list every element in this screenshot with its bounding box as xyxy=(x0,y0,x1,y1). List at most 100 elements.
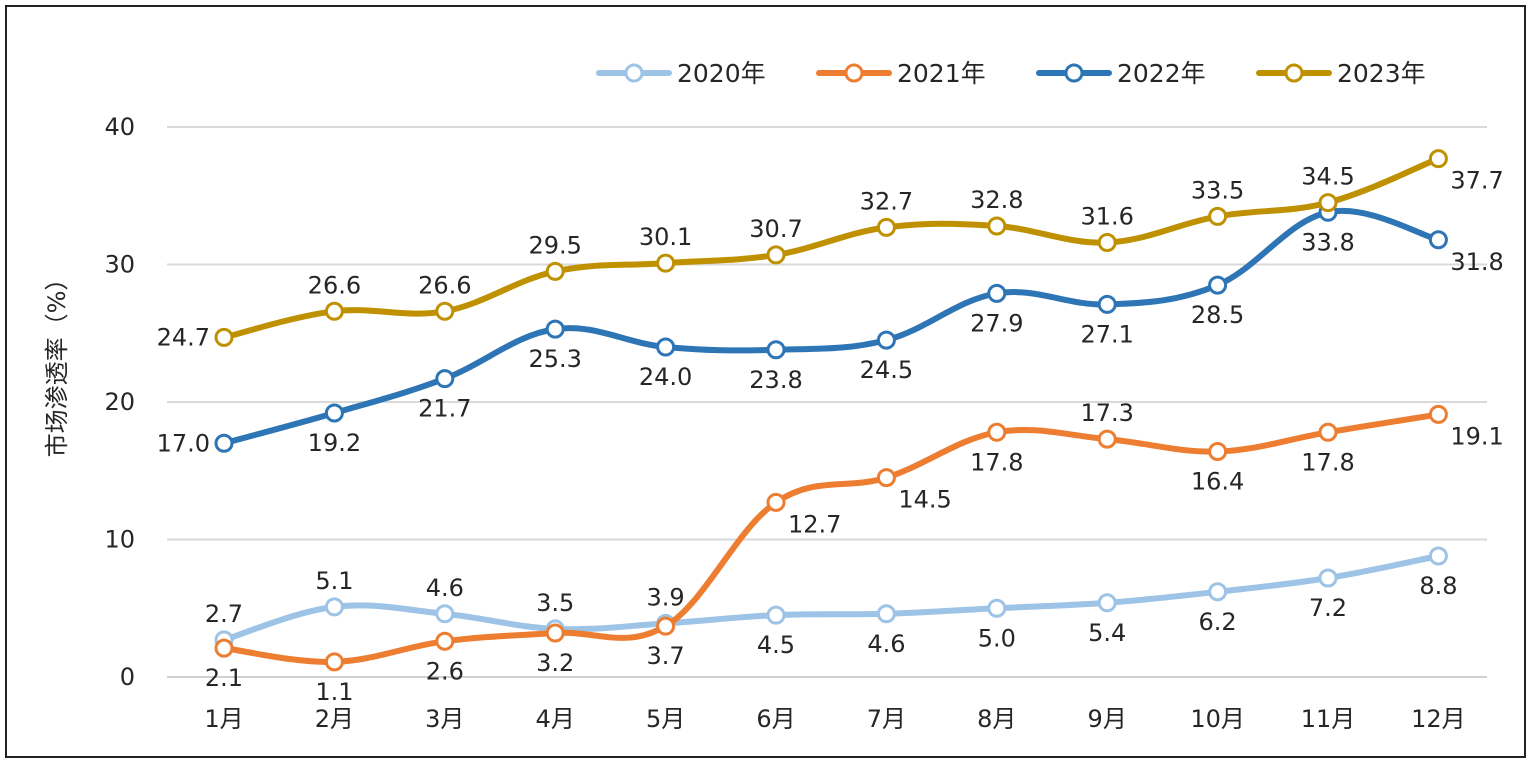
data-point xyxy=(1318,568,1338,588)
series-lines xyxy=(214,149,1448,672)
data-point xyxy=(324,652,344,672)
data-point xyxy=(435,301,455,321)
data-point xyxy=(876,330,896,350)
data-label: 32.7 xyxy=(860,187,913,215)
data-label: 32.8 xyxy=(970,186,1023,214)
data-point xyxy=(1318,422,1338,442)
data-label: 19.1 xyxy=(1450,422,1503,450)
data-label: 26.6 xyxy=(308,271,361,299)
data-point xyxy=(1097,294,1117,314)
data-point xyxy=(545,261,565,281)
y-tick-label: 20 xyxy=(104,388,135,416)
data-point xyxy=(545,319,565,339)
data-point xyxy=(1428,404,1448,424)
data-label: 2.6 xyxy=(426,657,464,685)
data-label: 4.6 xyxy=(867,630,905,658)
legend-item: 2022年 xyxy=(1036,59,1206,88)
y-axis-label: 市场渗透率（%） xyxy=(43,267,71,458)
legend-swatch-marker xyxy=(624,63,644,83)
data-label: 17.8 xyxy=(1301,448,1354,476)
data-label: 31.8 xyxy=(1450,248,1503,276)
data-label: 25.3 xyxy=(528,345,581,373)
legend-swatch-marker xyxy=(1064,63,1084,83)
data-point xyxy=(656,253,676,273)
data-point xyxy=(435,604,455,624)
x-tick-label: 12月 xyxy=(1411,705,1466,733)
data-point xyxy=(1428,149,1448,169)
series-line xyxy=(221,207,1442,447)
x-tick-label: 6月 xyxy=(756,705,795,733)
data-label: 12.7 xyxy=(788,510,841,538)
y-tick-label: 40 xyxy=(104,113,135,141)
data-label: 17.8 xyxy=(970,448,1023,476)
x-tick-label: 7月 xyxy=(867,705,906,733)
legend-item: 2023年 xyxy=(1256,59,1426,88)
y-tick-label: 0 xyxy=(120,663,135,691)
data-label: 3.5 xyxy=(536,589,574,617)
legend-label: 2023年 xyxy=(1337,59,1426,88)
data-label: 24.5 xyxy=(860,356,913,384)
data-label: 14.5 xyxy=(898,486,951,514)
data-label: 29.5 xyxy=(528,231,581,259)
legend-label: 2022年 xyxy=(1117,59,1206,88)
data-point xyxy=(1097,233,1117,252)
x-tick-label: 4月 xyxy=(536,705,575,733)
line-chart: 0 10 20 30 40 1月 2月 3月 4月 5月 6月 7月 8月 9月 10月 11月 12月 市场… xyxy=(43,59,1504,733)
data-point xyxy=(324,403,344,423)
x-tick-label: 5月 xyxy=(646,705,685,733)
data-point xyxy=(214,433,234,453)
data-label: 33.8 xyxy=(1301,228,1354,256)
data-label: 24.7 xyxy=(157,323,210,351)
data-label: 16.4 xyxy=(1191,468,1244,496)
x-tick-label: 2月 xyxy=(315,705,354,733)
y-tick-label: 10 xyxy=(104,526,135,554)
data-label: 34.5 xyxy=(1301,163,1354,191)
data-label: 1.1 xyxy=(315,678,353,706)
data-point xyxy=(1428,230,1448,250)
data-point xyxy=(545,623,565,643)
data-label: 21.7 xyxy=(418,395,471,423)
x-tick-label: 1月 xyxy=(204,705,243,733)
data-point xyxy=(1428,546,1448,566)
data-point xyxy=(876,604,896,624)
legend-label: 2021年 xyxy=(897,59,986,88)
data-label: 24.0 xyxy=(639,363,692,391)
data-label: 3.9 xyxy=(647,583,685,611)
data-point xyxy=(656,616,676,636)
data-label: 37.7 xyxy=(1450,167,1503,195)
data-point xyxy=(987,598,1007,618)
data-label: 3.7 xyxy=(647,642,685,670)
data-label: 2.7 xyxy=(205,600,243,628)
data-point xyxy=(435,369,455,389)
series-line xyxy=(221,553,1442,643)
data-label: 5.0 xyxy=(978,624,1016,652)
data-label: 19.2 xyxy=(308,429,361,457)
data-label: 4.6 xyxy=(426,574,464,602)
data-label: 30.7 xyxy=(749,215,802,243)
data-point xyxy=(1208,582,1228,602)
legend-swatch-marker xyxy=(844,63,864,83)
data-label: 28.5 xyxy=(1191,301,1244,329)
data-label: 8.8 xyxy=(1419,572,1457,600)
x-tick-label: 8月 xyxy=(977,705,1016,733)
legend-label: 2020年 xyxy=(677,59,766,88)
data-point xyxy=(214,327,234,347)
data-label: 27.1 xyxy=(1080,320,1133,348)
data-point xyxy=(1208,275,1228,295)
data-point xyxy=(987,283,1007,303)
data-point xyxy=(435,631,455,651)
data-label: 33.5 xyxy=(1191,176,1244,204)
data-point xyxy=(1097,593,1117,613)
data-point xyxy=(876,468,896,488)
gridlines xyxy=(167,126,1487,678)
data-point xyxy=(1318,193,1338,213)
data-point xyxy=(766,245,786,265)
data-point xyxy=(656,337,676,357)
data-point xyxy=(987,422,1007,442)
x-tick-label: 11月 xyxy=(1301,705,1356,733)
data-label: 31.6 xyxy=(1080,203,1133,231)
data-label: 23.8 xyxy=(749,366,802,394)
data-point xyxy=(766,340,786,360)
x-tick-label: 3月 xyxy=(425,705,464,733)
data-label: 5.4 xyxy=(1088,619,1126,647)
